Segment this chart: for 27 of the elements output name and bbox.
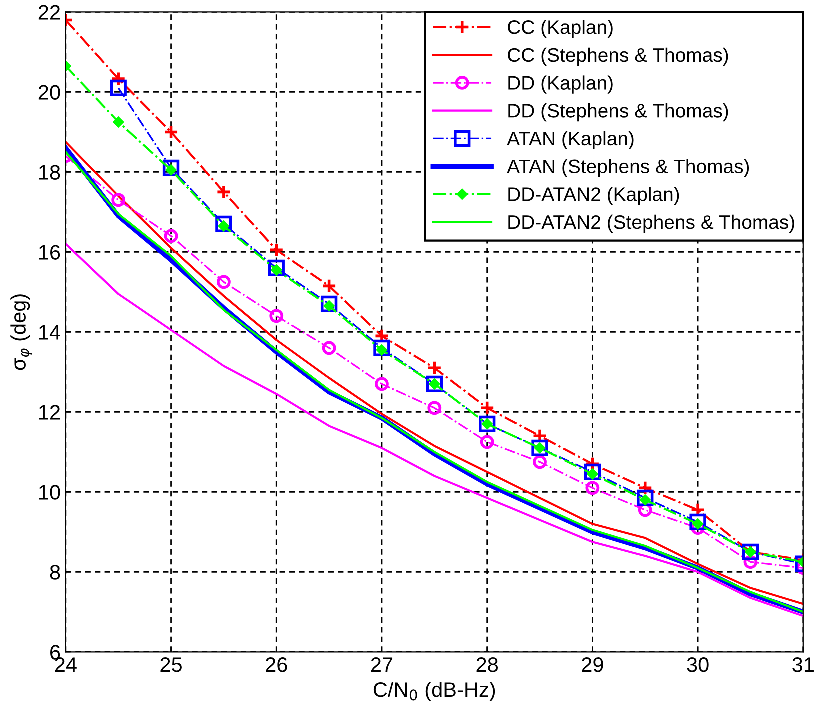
y-tick-label: 14 [39,325,60,340]
x-tick-label: 27 [371,658,393,672]
y-tick-label: 18 [39,165,60,180]
y-tick-label: 16 [39,245,60,260]
y-tick-label: 8 [50,565,60,580]
legend-label: DD (Kaplan) [508,76,613,94]
legend-label: DD-ATAN2 (Kaplan) [508,187,680,206]
legend-label: ATAN (Kaplan) [507,131,634,150]
x-tick-label: 28 [476,658,498,672]
x-tick-label: 24 [55,658,77,672]
y-tick-label: 6 [50,645,60,660]
legend-label: ATAN (Stephens & Thomas) [507,159,750,178]
x-tick-label: 30 [687,658,709,672]
x-tick-label: 31 [792,658,814,672]
y-axis-title: σ$_{φ}$ (deg) [10,294,32,370]
x-tick-label: 29 [582,658,604,672]
legend-label: DD-ATAN2 (Stephens & Thomas) [508,214,794,234]
legend-label: CC (Stephens & Thomas) [508,48,728,66]
x-tick-label: 26 [266,658,288,672]
legend-label: CC (Kaplan) [508,20,613,38]
y-tick-label: 20 [38,85,60,100]
y-tick-label: 10 [39,485,60,500]
y-tick-label: 12 [39,405,60,420]
legend-label: DD (Stephens & Thomas) [508,104,728,122]
y-tick-label: 22 [38,5,60,20]
x-axis-title: C/N$_{0}$ (dB-Hz) [374,682,496,702]
x-tick-label: 25 [160,658,182,672]
